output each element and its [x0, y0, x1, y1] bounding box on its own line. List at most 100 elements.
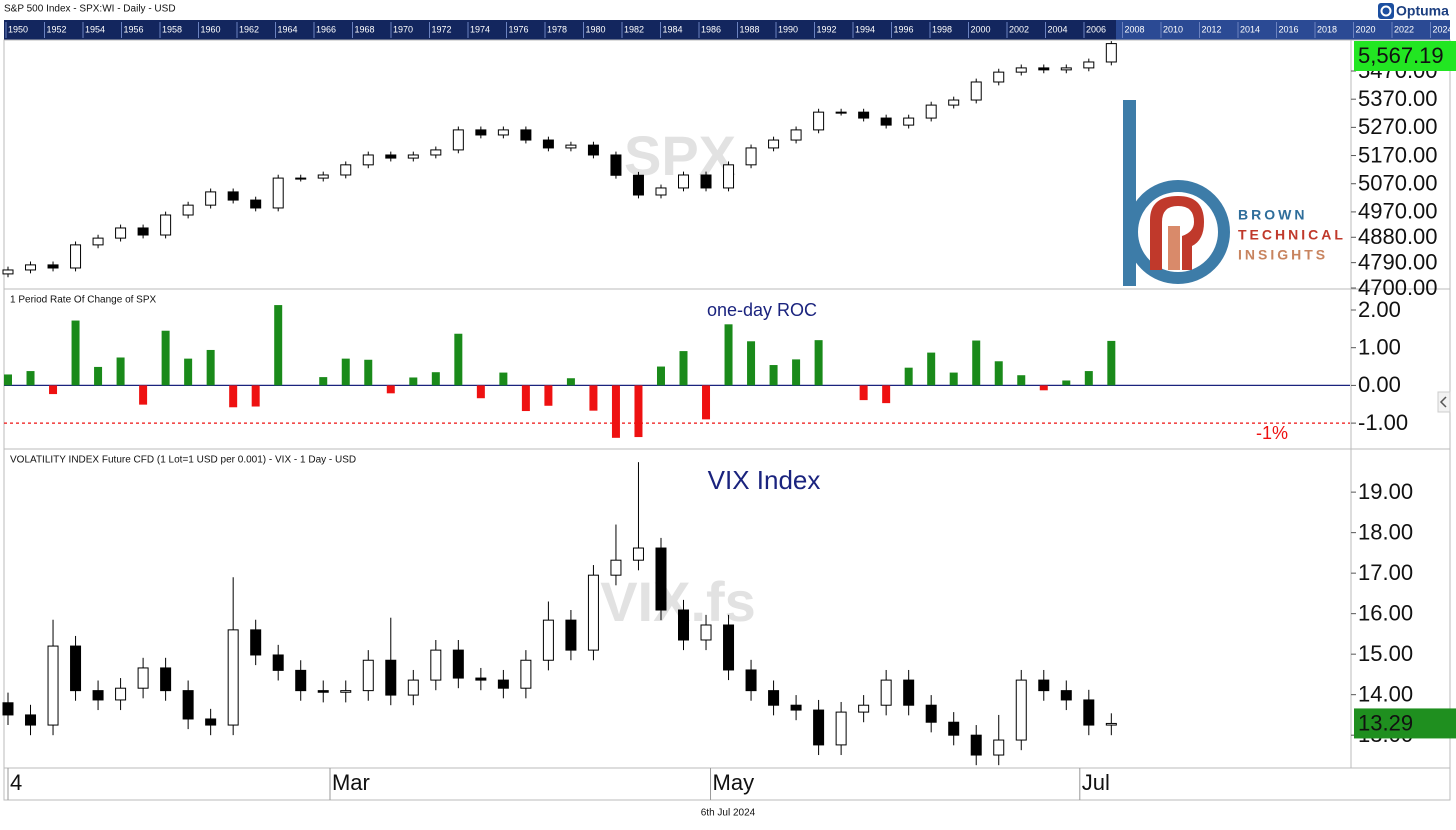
candle-body: [993, 739, 1005, 756]
candle-body: [790, 129, 802, 141]
timeline-year: 1992: [817, 24, 837, 34]
candle-body: [655, 187, 667, 196]
panel-label: VOLATILITY INDEX Future CFD (1 Lot=1 USD…: [10, 455, 356, 466]
timeline-year: 1956: [124, 24, 144, 34]
y-tick-label: 4880.00: [1358, 224, 1438, 249]
candle-body: [565, 144, 577, 149]
timeline-year: 1988: [740, 24, 760, 34]
y-tick-label: 14.00: [1358, 681, 1413, 706]
candle-body: [858, 111, 870, 119]
candle-body: [452, 649, 464, 679]
roc-bar: [1017, 375, 1026, 386]
roc-bar: [139, 385, 148, 405]
timeline-year: 1968: [355, 24, 375, 34]
y-tick-label: 16.00: [1358, 600, 1413, 625]
roc-bar: [274, 305, 283, 386]
last-value-label: 5,567.19: [1358, 43, 1444, 68]
roc-bar: [1039, 385, 1048, 391]
candle-body: [768, 139, 780, 149]
footer: 6th Jul 2024: [701, 808, 756, 819]
roc-bar: [251, 385, 260, 407]
scroll-button[interactable]: [1437, 391, 1451, 413]
candle-body: [1083, 699, 1095, 726]
candle-body: [1060, 690, 1072, 701]
candle-body: [250, 629, 262, 656]
candle-body: [1083, 61, 1095, 69]
roc-bar: [116, 357, 125, 386]
candle-body: [1015, 679, 1027, 741]
candle-body: [385, 154, 397, 159]
candle-body: [880, 679, 892, 706]
candle-body: [205, 191, 217, 206]
timeline-year: 1980: [586, 24, 606, 34]
roc-bar: [927, 352, 936, 386]
candle-body: [723, 624, 735, 671]
candle-body: [295, 177, 307, 180]
timeline-year: 1970: [393, 24, 413, 34]
candle-body: [182, 690, 194, 720]
roc-bar: [454, 333, 463, 386]
candle-body: [993, 71, 1005, 83]
roc-bar: [994, 361, 1003, 386]
header: S&P 500 Index - SPX:WI - Daily - USD: [4, 4, 176, 15]
last-value-box: [1354, 41, 1456, 71]
timeline-selected: [4, 20, 1116, 40]
roc-bar: [702, 385, 711, 420]
last-value-label: 13.29: [1358, 710, 1413, 735]
candle-body: [1105, 722, 1117, 726]
roc-bar: [521, 385, 530, 412]
y-tick-label: 0.00: [1358, 372, 1401, 397]
roc-bar: [747, 341, 756, 386]
timeline-year: 1954: [85, 24, 105, 34]
candle-body: [2, 702, 14, 716]
timeline-year: 1958: [162, 24, 182, 34]
candle-body: [25, 264, 37, 271]
y-tick-label: 18.00: [1358, 519, 1413, 544]
last-value-box: [1354, 708, 1456, 739]
candle-body: [903, 117, 915, 126]
candle-body: [1038, 679, 1050, 692]
candle-body: [2, 269, 14, 275]
candle-body: [70, 645, 82, 692]
roc-bar: [724, 324, 733, 386]
candle-body: [970, 81, 982, 101]
candle-body: [250, 199, 262, 209]
roc-bar: [499, 372, 508, 386]
candle-body: [587, 144, 599, 156]
brand-name: Optuma: [1396, 3, 1449, 19]
timeline-year: 2020: [1356, 24, 1376, 34]
roc-bar: [882, 385, 891, 404]
brand-icon: [1378, 3, 1394, 19]
roc-bar: [544, 385, 553, 406]
candle-body: [1105, 43, 1117, 63]
candle-body: [25, 714, 37, 726]
timeline-year: 2024: [1433, 24, 1453, 34]
candle-body: [317, 690, 329, 693]
timeline-year: 1972: [432, 24, 452, 34]
x-tick-label: Jul: [1082, 770, 1110, 795]
candle-body: [430, 149, 442, 156]
roc-bar: [319, 377, 328, 386]
candle-body: [272, 177, 284, 209]
candle-body: [92, 690, 104, 701]
roc-bar: [859, 385, 868, 401]
candle-body: [542, 619, 554, 661]
timeline-year: 2010: [1163, 24, 1183, 34]
candle-body: [47, 264, 59, 269]
roc-bar: [566, 378, 575, 386]
roc-bar: [1084, 371, 1093, 386]
candle-body: [542, 139, 554, 149]
y-tick-label: 5070.00: [1358, 171, 1438, 196]
timeline-year: 1964: [278, 24, 298, 34]
reference-label: -1%: [1256, 423, 1288, 443]
candle-body: [137, 227, 149, 236]
candle-body: [317, 174, 329, 179]
y-tick-label: 5370.00: [1358, 86, 1438, 111]
candle-body: [115, 687, 127, 701]
roc-bar: [229, 385, 238, 408]
timeline-year: 2004: [1048, 24, 1068, 34]
